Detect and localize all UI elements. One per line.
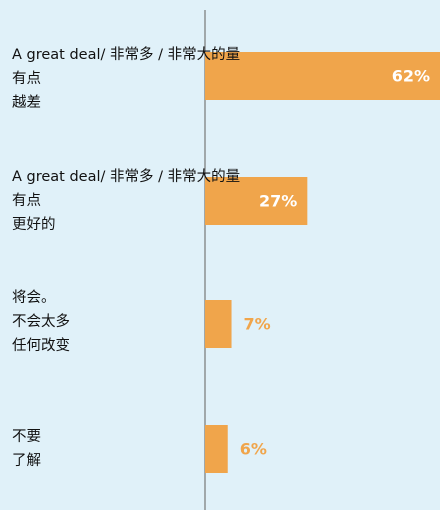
category-label: 将会。 bbox=[12, 289, 56, 306]
bar bbox=[205, 425, 228, 473]
category-label: A great deal/ 非常多 / 非常大的量 bbox=[12, 46, 240, 63]
value-label: 27% bbox=[259, 192, 297, 211]
value-label: 7% bbox=[244, 315, 271, 334]
category-label: 不会太多 bbox=[12, 313, 70, 330]
category-label: 不要 bbox=[12, 429, 41, 445]
category-label: 任何改变 bbox=[12, 337, 70, 354]
category-label: 有点 bbox=[12, 192, 41, 209]
category-label: A great deal/ 非常多 / 非常大的量 bbox=[12, 168, 240, 185]
category-label: 越差 bbox=[12, 94, 41, 111]
value-label: 6% bbox=[240, 440, 267, 459]
category-label: 更好的 bbox=[12, 216, 56, 233]
category-label: 有点 bbox=[12, 70, 41, 87]
value-label: 62% bbox=[392, 67, 430, 86]
bar bbox=[205, 300, 232, 348]
bar bbox=[205, 177, 308, 225]
category-label: 了解 bbox=[12, 452, 41, 469]
bar bbox=[205, 52, 440, 100]
